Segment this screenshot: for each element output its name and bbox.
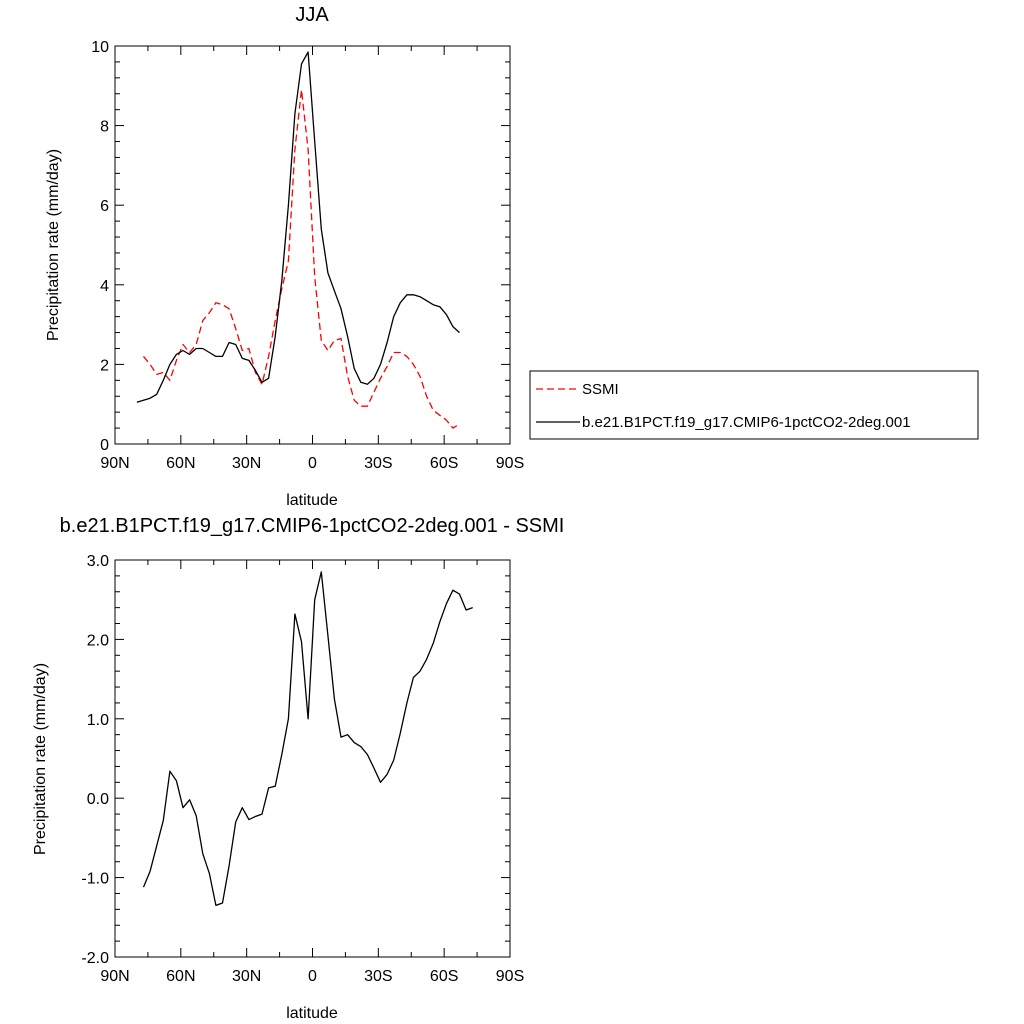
y-tick-label-bottom: 1.0 [87,712,109,729]
panel-title-top: JJA [295,4,329,26]
y-axis-title-bottom: Precipitation rate (mm/day) [32,663,49,855]
panel-difference: b.e21.B1PCT.f19_g17.CMIP6-1pctCO2-2deg.0… [32,515,564,1022]
panel-title-bottom: b.e21.B1PCT.f19_g17.CMIP6-1pctCO2-2deg.0… [60,515,565,537]
y-tick-label-bottom: 2.0 [87,632,109,649]
series-line-top-0 [142,89,460,429]
x-tick-label-top: 30S [364,455,392,472]
x-tick-label-top: 60N [166,455,195,472]
ticks-top [114,45,511,445]
tick-labels-bottom: 90N 60N 30N 0 30S 60S 90S -2.0 -1.0 0.0 1.0 2.0 3.0 [81,553,524,985]
y-tick-label-bottom: -2.0 [81,950,109,967]
x-axis-title-bottom: latitude [286,1005,338,1022]
x-tick-label-bottom: 90S [496,968,524,985]
y-tick-label-bottom: 0.0 [87,791,109,808]
tick-labels-top: 90N 60N 30N 0 30S 60S 90S 0 2 4 6 8 10 [91,39,524,472]
y-tick-label-bottom: -1.0 [81,871,109,888]
legend-box [529,370,979,440]
ticks-bottom [114,559,511,958]
y-axis-title-top: Precipitation rate (mm/day) [45,149,62,341]
y-tick-label-top: 10 [91,39,109,56]
panel-seasonal-precip: JJA Precipitation rate (mm/day) latitude… [45,4,524,509]
x-axis-title-top: latitude [286,492,338,509]
legend-label-model: b.e21.B1PCT.f19_g17.CMIP6-1pctCO2-2deg.0… [582,414,911,431]
y-tick-label-top: 0 [100,437,109,454]
x-tick-label-top: 90S [496,455,524,472]
series-line-bottom-0 [142,571,473,907]
plot-frame-bottom [114,559,511,958]
plot-frame-top [114,45,511,445]
y-tick-label-top: 8 [100,119,109,136]
y-tick-label-top: 6 [100,198,109,215]
x-tick-label-bottom: 0 [308,968,317,985]
x-tick-label-bottom: 60S [430,968,458,985]
legend-label-ssmi: SSMI [582,381,619,398]
series-line-top-1 [136,51,460,403]
y-tick-label-top: 4 [100,278,109,295]
x-tick-label-bottom: 30N [232,968,261,985]
y-tick-label-top: 2 [100,357,109,374]
x-tick-label-top: 90N [100,455,129,472]
x-tick-label-bottom: 90N [100,968,129,985]
x-tick-label-top: 30N [232,455,261,472]
legend: SSMI b.e21.B1PCT.f19_g17.CMIP6-1pctCO2-2… [529,370,979,440]
x-tick-label-bottom: 60N [166,968,195,985]
x-tick-label-top: 60S [430,455,458,472]
x-tick-label-top: 0 [308,455,317,472]
series-bottom [142,571,473,907]
series-top [136,51,460,429]
y-tick-label-bottom: 3.0 [87,553,109,570]
x-tick-label-bottom: 30S [364,968,392,985]
